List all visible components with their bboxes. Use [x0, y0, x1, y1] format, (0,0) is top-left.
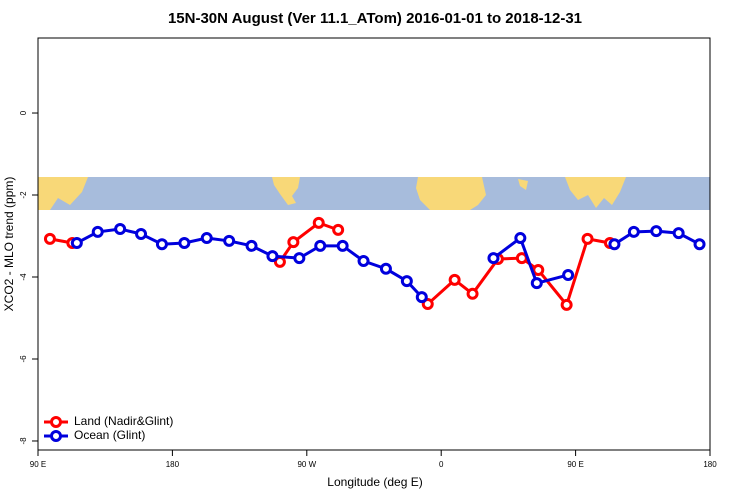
data-point	[332, 223, 345, 236]
y-axis-label: XCO2 - MLO trend (ppm)	[2, 177, 16, 312]
data-point	[448, 273, 461, 286]
data-point	[421, 298, 434, 311]
series-line	[49, 221, 611, 308]
data-point	[336, 239, 349, 252]
x-axis-label: Longitude (deg E)	[327, 475, 422, 489]
data-point	[70, 236, 83, 249]
data-point	[466, 287, 479, 300]
legend-label: Land (Nadir&Glint)	[74, 414, 173, 428]
y-tick-label: -6	[19, 355, 28, 363]
land-shape	[272, 177, 300, 205]
data-point	[693, 238, 706, 251]
data-point	[487, 252, 500, 265]
data-point	[560, 298, 573, 311]
legend-marker	[50, 416, 62, 428]
x-tick-label: 90 W	[297, 460, 316, 469]
data-point	[379, 262, 392, 275]
data-point	[293, 252, 306, 265]
data-point	[43, 232, 56, 245]
land-shape	[565, 177, 626, 208]
y-tick-label: 0	[19, 110, 28, 115]
data-point	[114, 223, 127, 236]
map-band	[38, 177, 710, 210]
data-point	[314, 239, 327, 252]
data-point	[627, 225, 640, 238]
land-shape	[38, 177, 88, 210]
data-point	[581, 232, 594, 245]
x-tick-label: 0	[439, 460, 444, 469]
data-point	[400, 275, 413, 288]
data-point	[672, 227, 685, 240]
land-shape	[416, 177, 486, 210]
data-point	[245, 239, 258, 252]
x-tick-label: 180	[703, 460, 717, 469]
legend-label: Ocean (Glint)	[74, 428, 145, 442]
chart-title: 15N-30N August (Ver 11.1_ATom) 2016-01-0…	[168, 10, 582, 27]
x-tick-label: 90 E	[567, 460, 583, 469]
data-point	[287, 236, 300, 249]
x-tick-label: 90 E	[30, 460, 46, 469]
data-point	[266, 250, 279, 263]
data-point	[415, 291, 428, 304]
data-point	[312, 216, 325, 229]
y-tick-label: -4	[19, 273, 28, 281]
data-point	[562, 268, 575, 281]
legend-marker	[50, 430, 62, 442]
land-shape	[518, 179, 528, 190]
data-point	[608, 238, 621, 251]
x-tick-label: 180	[166, 460, 180, 469]
data-point	[514, 232, 527, 245]
data-point	[200, 232, 213, 245]
data-point	[223, 234, 236, 247]
data-point	[178, 236, 191, 249]
data-point	[650, 225, 663, 238]
data-point	[532, 264, 545, 277]
plot-frame	[37, 37, 711, 451]
data-point	[357, 255, 370, 268]
y-tick-label: -2	[19, 191, 28, 199]
data-point	[530, 277, 543, 290]
data-point	[135, 227, 148, 240]
data-point	[155, 238, 168, 251]
y-tick-label: -8	[19, 437, 28, 445]
data-point	[91, 225, 104, 238]
